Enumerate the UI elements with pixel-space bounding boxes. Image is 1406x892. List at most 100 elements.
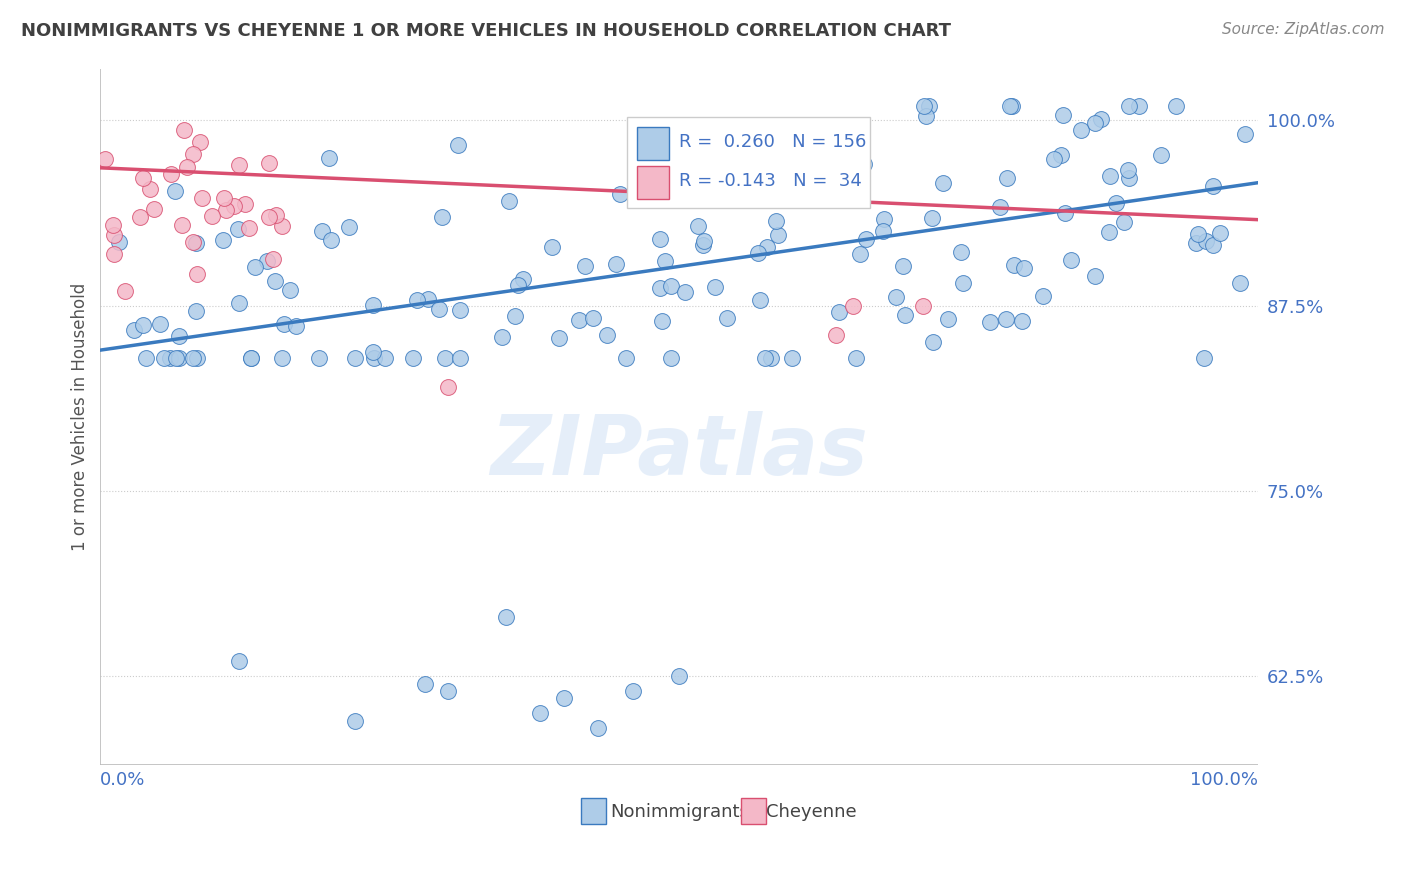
Point: [406, 293, 429, 307]
Point: [1118, 170, 1140, 185]
Point: [363, 351, 385, 365]
Point: [852, 156, 875, 170]
Point: [686, 219, 709, 233]
Point: [256, 253, 278, 268]
Point: [1166, 98, 1188, 112]
Point: [167, 351, 190, 365]
Point: [449, 351, 471, 365]
Point: [692, 237, 714, 252]
Point: [621, 684, 644, 698]
Point: [122, 323, 145, 337]
Point: [163, 184, 186, 198]
Point: [224, 199, 246, 213]
Point: [1187, 227, 1209, 241]
Point: [1128, 98, 1150, 112]
Point: [912, 98, 935, 112]
Point: [855, 232, 877, 246]
Point: [1002, 258, 1025, 272]
Point: [921, 335, 943, 350]
Point: [553, 691, 575, 706]
Point: [94, 152, 117, 166]
Point: [273, 317, 295, 331]
Point: [337, 219, 360, 234]
Point: [716, 310, 738, 325]
Point: [184, 304, 207, 318]
Point: [1012, 260, 1035, 275]
Point: [101, 218, 124, 232]
Point: [344, 351, 367, 365]
Point: [191, 191, 214, 205]
Point: [188, 135, 211, 149]
Point: [214, 190, 236, 204]
Point: [666, 158, 689, 172]
Point: [827, 305, 849, 319]
Point: [233, 196, 256, 211]
Text: 100.0%: 100.0%: [1191, 771, 1258, 789]
Text: NONIMMIGRANTS VS CHEYENNE 1 OR MORE VEHICLES IN HOUSEHOLD CORRELATION CHART: NONIMMIGRANTS VS CHEYENNE 1 OR MORE VEHI…: [21, 22, 950, 40]
Point: [278, 283, 301, 297]
Point: [103, 247, 125, 261]
Point: [1201, 238, 1223, 252]
Point: [761, 351, 783, 365]
Point: [176, 160, 198, 174]
Point: [139, 182, 162, 196]
Point: [1150, 148, 1173, 162]
Point: [402, 351, 425, 365]
Point: [186, 268, 208, 282]
Point: [495, 610, 517, 624]
Point: [915, 109, 938, 123]
Point: [845, 351, 868, 365]
Point: [891, 259, 914, 273]
Point: [765, 214, 787, 228]
Point: [1209, 226, 1232, 240]
Point: [430, 211, 453, 225]
Point: [932, 176, 955, 190]
Point: [911, 299, 934, 313]
Point: [142, 202, 165, 217]
Point: [271, 351, 294, 365]
Point: [167, 329, 190, 343]
FancyBboxPatch shape: [637, 127, 669, 161]
Point: [201, 209, 224, 223]
Point: [1053, 206, 1076, 220]
Point: [754, 351, 776, 365]
Point: [894, 309, 917, 323]
Point: [436, 684, 458, 698]
Point: [728, 141, 751, 155]
Point: [416, 292, 439, 306]
Point: [661, 351, 683, 365]
Point: [132, 318, 155, 333]
Point: [548, 331, 571, 345]
Point: [952, 277, 974, 291]
Point: [228, 158, 250, 172]
Point: [270, 219, 292, 233]
Point: [1060, 252, 1083, 267]
Point: [995, 170, 1018, 185]
Point: [785, 129, 807, 144]
Point: [373, 351, 395, 365]
Point: [1032, 289, 1054, 303]
Point: [692, 234, 714, 248]
Point: [1084, 116, 1107, 130]
Point: [413, 676, 436, 690]
Point: [498, 194, 520, 209]
Point: [747, 246, 769, 260]
Point: [886, 290, 908, 304]
Point: [318, 151, 340, 165]
Point: [541, 239, 564, 253]
Point: [979, 315, 1001, 329]
Point: [181, 351, 204, 365]
Point: [824, 328, 846, 343]
Point: [135, 351, 157, 365]
Point: [257, 156, 280, 170]
Point: [988, 200, 1011, 214]
Point: [529, 706, 551, 721]
Point: [226, 222, 249, 236]
Point: [659, 279, 682, 293]
Point: [107, 235, 129, 249]
Point: [361, 345, 384, 359]
Point: [605, 257, 627, 271]
Point: [740, 118, 762, 132]
Point: [449, 303, 471, 318]
Point: [491, 329, 513, 343]
